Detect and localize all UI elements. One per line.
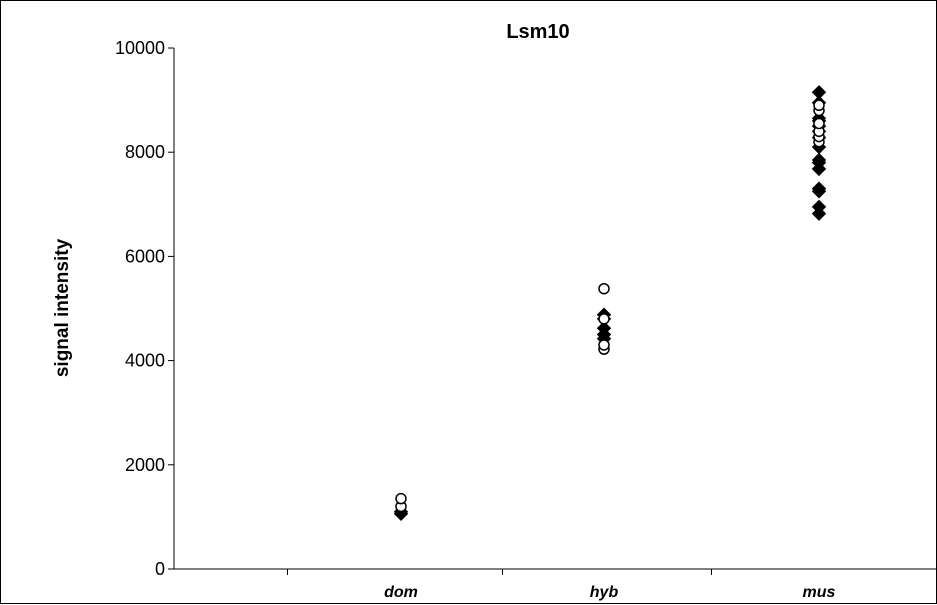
x-tick-label-mus: mus [803,584,836,601]
data-point-circle [599,314,609,324]
chart-title: Lsm10 [506,21,569,43]
y-tick-label: 8000 [125,142,165,162]
y-tick-label: 10000 [115,38,165,58]
x-tick-label-hyb: hyb [590,584,619,601]
x-tick-group: dom hyb mus [288,569,937,601]
y-tick-group: 0 2000 4000 6000 8000 10000 [115,38,174,579]
y-axis-label: signal intensity [52,238,73,377]
data-point-circle [396,494,406,504]
data-point-group [395,86,826,520]
data-point-circle [814,119,824,129]
y-tick-label: 0 [155,559,165,579]
data-point-circle [599,284,609,294]
x-tick-label-dom: dom [384,584,418,601]
y-tick-label: 2000 [125,455,165,475]
y-tick-label: 6000 [125,246,165,266]
data-point-circle [599,340,609,350]
y-tick-label: 4000 [125,351,165,371]
data-point-circle [814,100,824,110]
data-point-diamond [813,86,826,99]
